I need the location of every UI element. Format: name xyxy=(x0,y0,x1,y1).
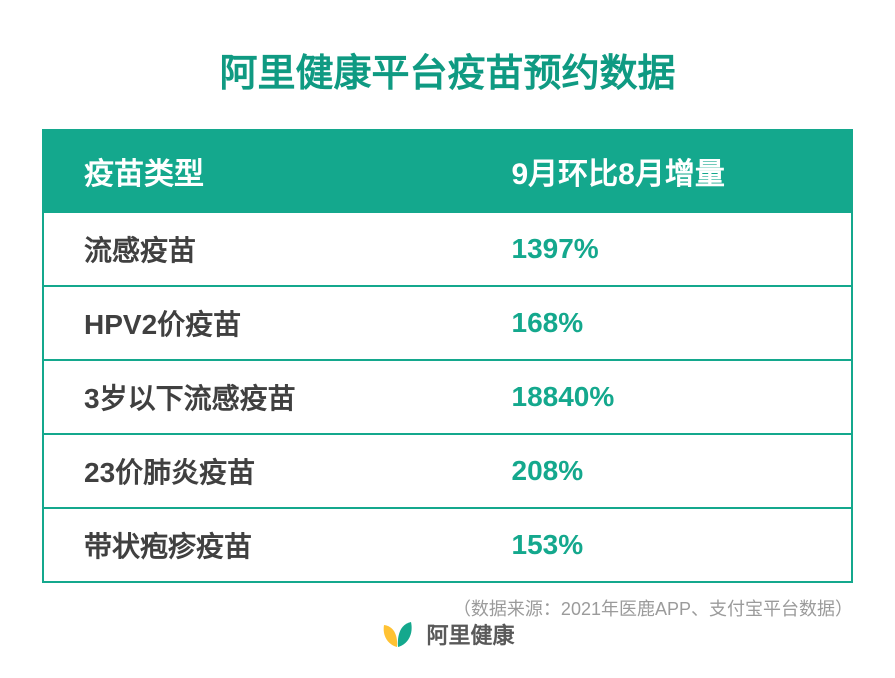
col-header-growth: 9月环比8月增量 xyxy=(448,130,853,212)
leaf-right-icon xyxy=(398,622,412,647)
table-row: 带状疱疹疫苗 153% xyxy=(43,508,852,582)
cell-type: 带状疱疹疫苗 xyxy=(43,508,448,582)
cell-growth: 168% xyxy=(448,286,853,360)
brand-logo-text: 阿里健康 xyxy=(426,618,514,650)
table-row: HPV2价疫苗 168% xyxy=(43,286,852,360)
leaf-left-icon xyxy=(384,625,397,647)
table-header-row: 疫苗类型 9月环比8月增量 xyxy=(43,130,852,212)
vaccine-table: 疫苗类型 9月环比8月增量 流感疫苗 1397% HPV2价疫苗 168% 3岁… xyxy=(42,129,853,583)
leaf-pair-icon xyxy=(380,619,416,649)
table-row: 3岁以下流感疫苗 18840% xyxy=(43,360,852,434)
cell-growth: 208% xyxy=(448,434,853,508)
table-row: 23价肺炎疫苗 208% xyxy=(43,434,852,508)
cell-type: 23价肺炎疫苗 xyxy=(43,434,448,508)
cell-growth: 18840% xyxy=(448,360,853,434)
col-header-type: 疫苗类型 xyxy=(43,130,448,212)
cell-growth: 153% xyxy=(448,508,853,582)
cell-type: 流感疫苗 xyxy=(43,212,448,286)
brand-logo: 阿里健康 xyxy=(0,618,895,650)
page-title: 阿里健康平台疫苗预约数据 xyxy=(42,42,853,97)
cell-growth: 1397% xyxy=(448,212,853,286)
cell-type: 3岁以下流感疫苗 xyxy=(43,360,448,434)
table-row: 流感疫苗 1397% xyxy=(43,212,852,286)
cell-type: HPV2价疫苗 xyxy=(43,286,448,360)
